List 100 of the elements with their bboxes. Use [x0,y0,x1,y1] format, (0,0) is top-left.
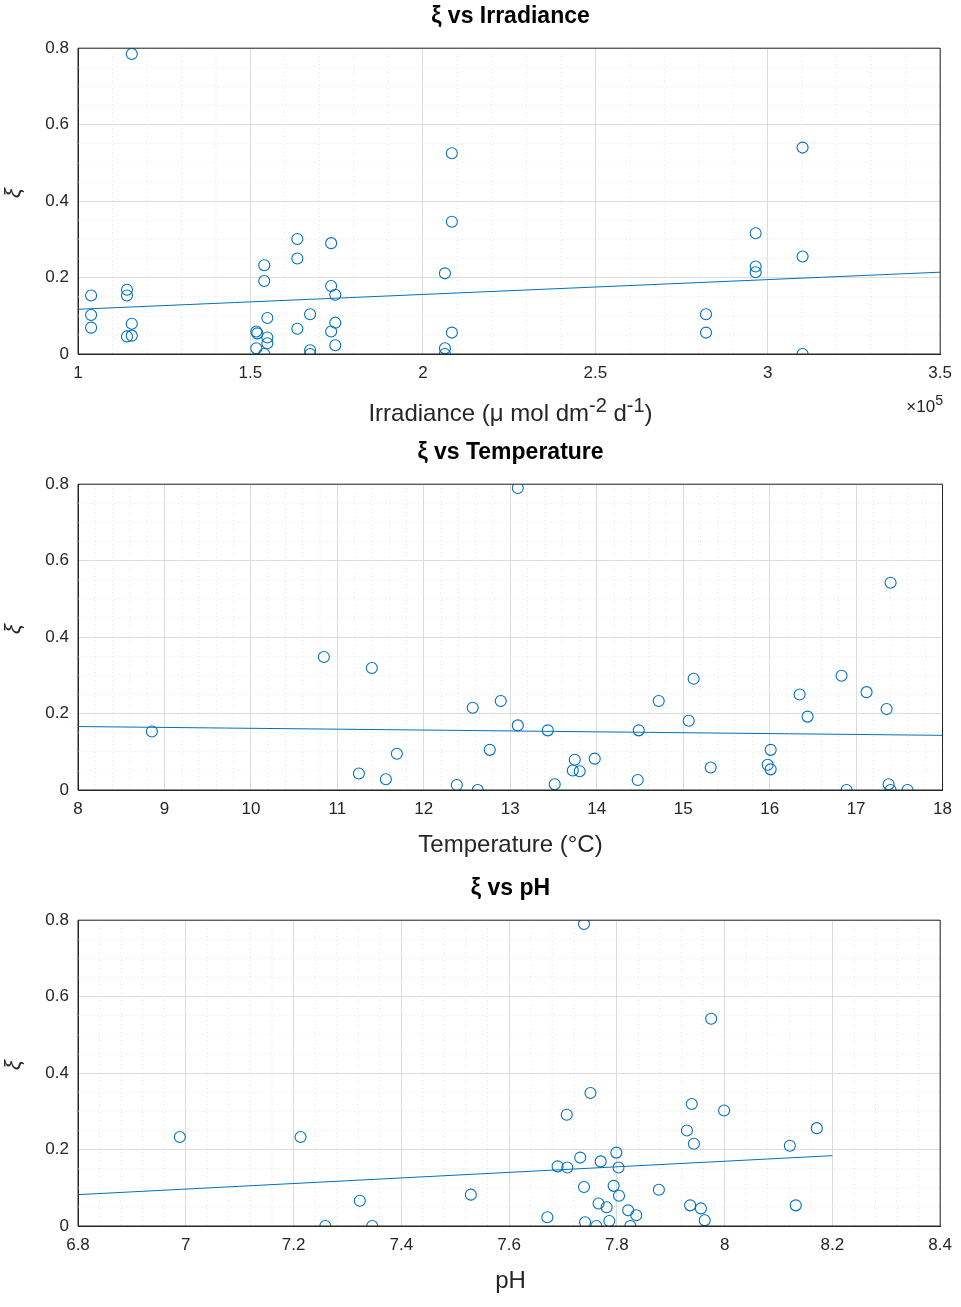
point [687,672,700,685]
point [810,1122,823,1135]
point [541,1211,554,1224]
y-tick-label: 0 [59,1215,69,1235]
point [704,761,717,774]
point [699,308,713,321]
point [607,1179,620,1192]
y-tick-label: 0.4 [45,190,69,210]
point [325,279,338,293]
point [438,342,451,354]
x-tick-label: 9 [159,798,170,818]
x-tick-label: 8 [73,798,83,818]
point [574,1151,587,1164]
point [541,724,554,737]
y-tick-label: 0.8 [45,473,69,493]
point [577,1180,591,1194]
x-tick-label: 8 [719,1234,730,1254]
y-tick-label: 0.2 [45,1139,69,1159]
point [884,576,897,589]
point [325,325,338,338]
x-tick-label: 7 [181,1234,191,1254]
point [835,669,848,682]
point [445,147,458,160]
point [612,1189,626,1202]
point [594,1155,607,1168]
point [258,274,271,288]
point [687,1137,700,1150]
point [568,753,581,766]
point [329,288,342,301]
point [631,774,644,787]
point [173,1130,186,1143]
point [464,1188,477,1201]
point [329,316,342,329]
point [699,326,713,339]
point [120,283,134,296]
point [577,920,591,931]
point [291,232,304,245]
point [579,1216,592,1226]
point [261,337,274,350]
y-tick-label: 0.2 [45,703,69,723]
point [749,266,762,279]
y-axis-title: ξ [0,624,26,634]
point [573,765,586,778]
x-axis-title: pH [494,1266,527,1294]
point [261,331,274,344]
point [352,767,365,780]
point [145,725,158,738]
point [85,289,98,302]
point [685,1098,698,1111]
y-tick-label: 0 [59,779,69,799]
point [450,778,463,790]
point [294,1130,307,1143]
x-tick-label: 14 [587,798,607,818]
point [749,227,762,240]
point [718,1104,731,1117]
y-axis-title: ξ [0,1060,26,1070]
x-tick-label: 16 [760,798,780,818]
y-tick-label: 0.6 [45,986,69,1006]
point [261,312,274,325]
point [125,329,138,342]
point [588,752,601,765]
x-tick-label: 7.2 [281,1234,306,1254]
chart-title: ξ vs pH [469,874,552,901]
x-tick-label: 1 [73,362,83,382]
y-tick-label: 0.8 [45,909,69,929]
x-tick-label: 10 [241,798,261,818]
point [250,342,263,354]
point [764,743,777,756]
point [698,1214,711,1226]
point [860,686,873,699]
point [882,778,895,790]
x-axis-title: Temperature (°C) [417,830,604,858]
point [390,747,403,760]
point [789,1199,802,1212]
y-tick-label: 0 [59,343,69,363]
point [622,1204,635,1217]
point [120,330,134,343]
point [600,1201,613,1214]
point [793,688,806,701]
point [291,252,304,265]
point [801,710,814,723]
point [584,1086,597,1100]
x-tick-label: 3.5 [928,362,952,382]
y-tick-label: 0.6 [45,114,69,134]
chart-title: ξ vs Temperature [416,438,605,465]
y-tick-label: 0.8 [45,37,69,57]
point [761,758,774,771]
x-tick-label: 18 [933,798,953,818]
point [684,1199,697,1212]
point [445,215,458,228]
point [764,763,777,776]
point [551,1160,564,1173]
x-tick-label: 1.5 [238,362,263,382]
y-axis-title: ξ [0,188,26,198]
point [560,1108,573,1121]
y-tick-label: 0.4 [45,1062,69,1082]
point [85,308,98,322]
point [379,773,392,786]
x-tick-label: 8.4 [928,1234,952,1254]
point [796,141,809,154]
